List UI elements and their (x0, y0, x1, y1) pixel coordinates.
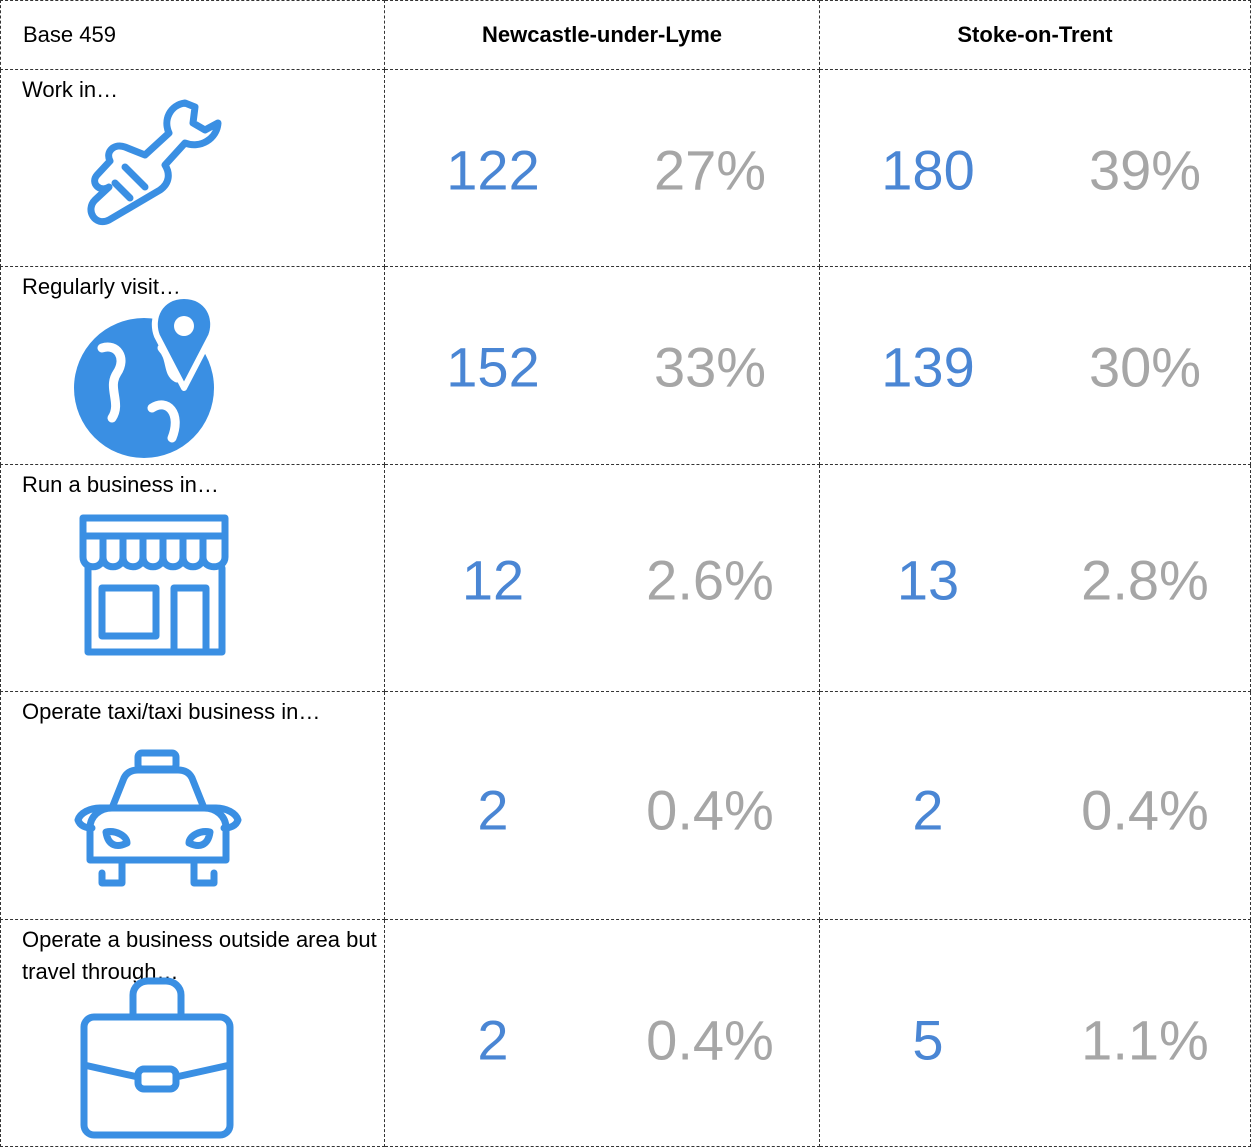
percent: 27% (653, 138, 767, 202)
percent: 2.8% (1081, 548, 1209, 612)
count: 2 (912, 778, 944, 842)
percent: 39% (1088, 138, 1202, 202)
percent: 2.6% (646, 548, 774, 612)
row-label: Run a business in… (22, 472, 219, 497)
percent: 0.4% (1081, 778, 1209, 842)
count: 13 (896, 548, 960, 612)
percent: 0.4% (646, 1008, 774, 1072)
percent: 0.4% (646, 778, 774, 842)
briefcase-icon (80, 977, 234, 1139)
count: 152 (446, 335, 540, 399)
work-icon (87, 99, 222, 226)
row-label: Operate taxi/taxi business in… (22, 699, 321, 724)
label-cell (0, 692, 385, 920)
label-cell (0, 70, 385, 267)
count: 139 (881, 335, 975, 399)
percent: 1.1% (1081, 1008, 1209, 1072)
header-cell: Newcastle-under-Lyme (385, 0, 820, 70)
shop-icon (79, 514, 229, 656)
header-cell: Base 459 (0, 0, 385, 70)
count: 12 (461, 548, 525, 612)
row-label: Regularly visit… (22, 274, 181, 299)
value-cell (385, 692, 820, 920)
percent: 30% (1088, 335, 1202, 399)
count: 2 (477, 1008, 509, 1072)
header-cell: Stoke-on-Trent (820, 0, 1251, 70)
count: 122 (446, 138, 540, 202)
value-cell (385, 267, 820, 465)
label-cell (0, 465, 385, 692)
count: 180 (881, 138, 975, 202)
row-label: Work in… (22, 77, 119, 102)
value-cell (385, 70, 820, 267)
label-cell (0, 267, 385, 465)
count: 5 (912, 1008, 944, 1072)
visit-icon (74, 293, 217, 458)
percent: 33% (653, 335, 767, 399)
count: 2 (477, 778, 509, 842)
value-cell (385, 465, 820, 692)
taxi-icon (74, 749, 242, 887)
